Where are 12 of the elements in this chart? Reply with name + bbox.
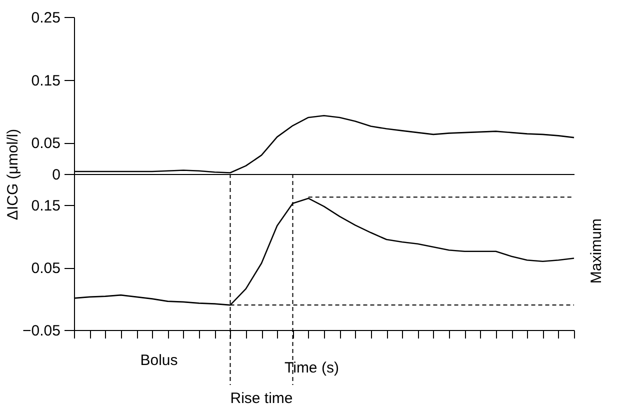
- x-axis-title: Time (s): [284, 360, 339, 376]
- y-tick-label: 0.25: [31, 10, 60, 26]
- y-tick-label: 0: [52, 166, 60, 184]
- y-tick-label: 0.15: [31, 72, 60, 90]
- text: Maximum: [588, 218, 605, 284]
- y-tick-label: 0.15: [31, 198, 60, 215]
- y-axis-title: ΔICG (μmol/l): [4, 128, 22, 220]
- y-tick-label: 0.05: [31, 260, 60, 278]
- y-tick-label: −0.05: [22, 322, 60, 340]
- text: Bolus: [140, 352, 178, 369]
- text: Rise time: [230, 390, 293, 407]
- y-tick-label: 0.05: [31, 135, 60, 152]
